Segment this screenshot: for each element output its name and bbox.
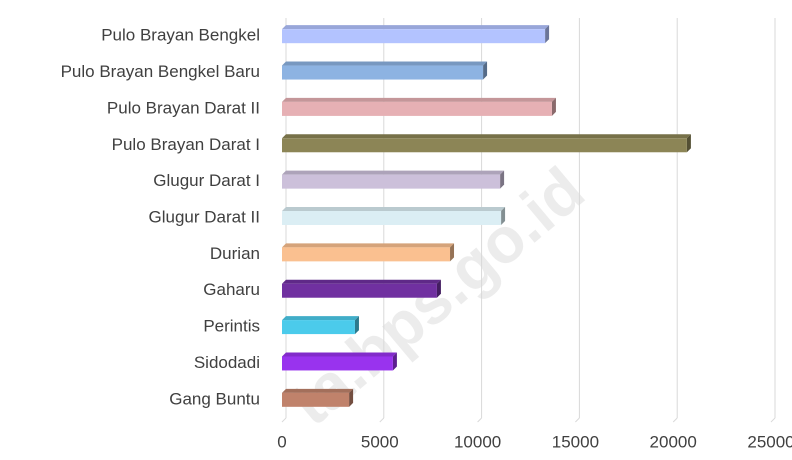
- bar-top: [282, 279, 441, 284]
- bar-top: [282, 352, 397, 357]
- bar-side: [349, 388, 354, 407]
- bar-top: [282, 61, 488, 66]
- bar: [282, 392, 350, 407]
- grid-depth: [281, 417, 287, 423]
- bar: [282, 29, 546, 44]
- y-tick-label: Glugur Darat II: [149, 207, 261, 226]
- bar-side: [392, 352, 397, 371]
- x-tick-label: 5000: [361, 432, 399, 451]
- x-tick-label: 0: [277, 432, 286, 451]
- x-tick-label: 10000: [454, 432, 501, 451]
- bar-top: [282, 97, 556, 102]
- grid-depth: [575, 417, 580, 423]
- grid-depth: [672, 417, 678, 423]
- bar: [282, 320, 355, 335]
- bar-side: [354, 316, 359, 335]
- bar-side: [500, 170, 505, 189]
- y-tick-label: Durian: [210, 244, 260, 263]
- grid-depth: [770, 417, 776, 423]
- bar-side: [545, 25, 550, 44]
- y-tick-label: Gaharu: [203, 280, 260, 299]
- bar: [282, 211, 502, 225]
- bar-top: [282, 388, 354, 393]
- x-tick-label: 20000: [650, 432, 697, 451]
- bar-side: [450, 243, 455, 262]
- y-tick-label: Pulo Brayan Darat II: [107, 98, 260, 117]
- bar: [282, 65, 484, 80]
- y-tick-label: Pulo Brayan Bengkel: [101, 26, 260, 45]
- y-tick-label: Pulo Brayan Bengkel Baru: [61, 62, 260, 81]
- bar-top: [282, 316, 359, 321]
- bar-side: [551, 97, 556, 116]
- y-tick-label: Glugur Darat I: [153, 171, 260, 190]
- bar-top: [282, 25, 550, 30]
- bar: [282, 138, 687, 153]
- bar: [282, 283, 437, 298]
- bar-side: [483, 61, 488, 80]
- bar-side: [501, 207, 506, 225]
- bar-top: [282, 134, 691, 139]
- bar-top: [282, 243, 455, 248]
- bar: [282, 356, 393, 371]
- bar-top: [282, 170, 505, 175]
- y-tick-label: Sidodadi: [194, 353, 260, 372]
- y-tick-label: Gang Buntu: [169, 389, 260, 408]
- bar: [282, 101, 552, 116]
- y-tick-label: Perintis: [203, 317, 260, 336]
- x-tick-label: 25000: [747, 432, 792, 451]
- bar-top: [282, 207, 506, 211]
- bar-side: [436, 279, 441, 298]
- x-tick-label: 15000: [552, 432, 599, 451]
- bar: [282, 174, 501, 189]
- grid-depth: [477, 417, 482, 423]
- grid-depth: [379, 417, 385, 423]
- bar: [282, 247, 451, 262]
- y-tick-label: Pulo Brayan Darat I: [112, 135, 260, 154]
- bar-side: [686, 134, 691, 153]
